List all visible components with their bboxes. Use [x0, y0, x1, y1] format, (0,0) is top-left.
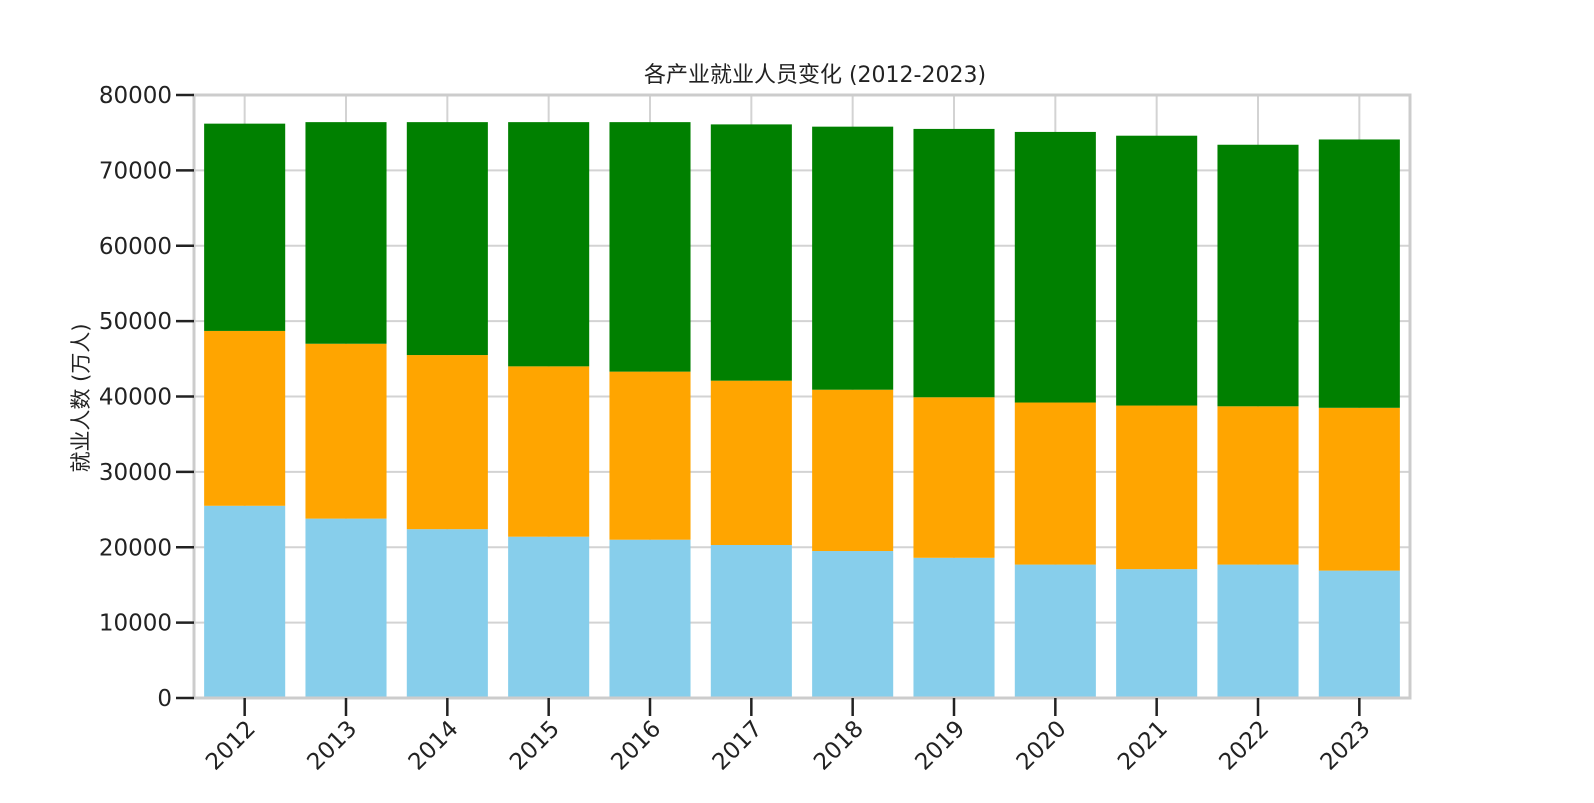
- bar-segment-1-2018: [812, 551, 894, 698]
- bar-segment-1-2022: [1217, 564, 1299, 698]
- bar-segment-2-2017: [710, 380, 792, 545]
- bar-segment-1-2015: [508, 536, 590, 698]
- bar-segment-2-2019: [913, 397, 995, 558]
- x-tick-label: 2012: [201, 716, 261, 776]
- bar-segment-2-2015: [508, 366, 590, 537]
- bar-segment-3-2013: [305, 122, 387, 344]
- bar-segment-2-2022: [1217, 406, 1299, 565]
- x-tick-label: 2020: [1012, 716, 1072, 776]
- bar-segment-1-2019: [913, 557, 995, 698]
- bar-segment-1-2020: [1014, 564, 1096, 698]
- y-tick-label: 10000: [99, 611, 172, 637]
- y-tick-label: 30000: [99, 460, 172, 486]
- y-tick-label: 60000: [99, 234, 172, 260]
- bar-segment-3-2022: [1217, 144, 1299, 407]
- x-tick-label: 2015: [505, 716, 565, 776]
- bar-segment-1-2021: [1116, 569, 1198, 698]
- bar-segment-2-2018: [812, 389, 894, 552]
- x-tick-label: 2013: [302, 716, 362, 776]
- y-tick-label: 0: [157, 686, 172, 712]
- x-tick-label: 2016: [606, 716, 666, 776]
- bar-segment-2-2023: [1318, 407, 1400, 571]
- bar-segment-3-2019: [913, 128, 995, 398]
- bar-segment-1-2017: [710, 544, 792, 698]
- x-tick-label: 2021: [1113, 716, 1173, 776]
- bar-segment-1-2013: [305, 518, 387, 698]
- x-tick-label: 2019: [910, 716, 970, 776]
- bar-segment-3-2016: [609, 122, 691, 372]
- bar-segment-2-2012: [204, 330, 286, 506]
- y-tick-label: 70000: [99, 158, 172, 184]
- bar-segment-3-2023: [1318, 139, 1400, 408]
- x-tick-label: 2014: [404, 716, 464, 776]
- bar-segment-1-2023: [1318, 570, 1400, 698]
- bar-segment-1-2014: [406, 529, 488, 698]
- bar-segment-3-2017: [710, 124, 792, 381]
- bar-segment-3-2012: [204, 123, 286, 331]
- x-tick-label: 2017: [708, 716, 768, 776]
- bar-segment-3-2015: [508, 122, 590, 367]
- bar-segment-3-2020: [1014, 131, 1096, 403]
- bars-group: [204, 122, 1400, 698]
- y-tick-label: 20000: [99, 535, 172, 561]
- bar-segment-3-2021: [1116, 135, 1198, 406]
- bar-segment-1-2016: [609, 539, 691, 698]
- bar-segment-2-2016: [609, 371, 691, 540]
- y-tick-label: 50000: [99, 309, 172, 335]
- bar-segment-2-2013: [305, 343, 387, 519]
- bar-segment-2-2020: [1014, 402, 1096, 565]
- bar-segment-2-2021: [1116, 405, 1198, 570]
- chart-title: 各产业就业人员变化 (2012-2023): [644, 63, 986, 88]
- x-tick-label: 2023: [1316, 716, 1376, 776]
- bar-segment-3-2014: [406, 122, 488, 356]
- bar-segment-2-2014: [406, 355, 488, 530]
- y-tick-label: 80000: [99, 83, 172, 109]
- y-axis-label: 就业人数 (万人): [69, 323, 93, 472]
- bar-segment-1-2012: [204, 505, 286, 698]
- bar-segment-3-2018: [812, 126, 894, 390]
- x-tick-label: 2022: [1214, 716, 1274, 776]
- y-tick-label: 40000: [99, 385, 172, 411]
- x-tick-label: 2018: [809, 716, 869, 776]
